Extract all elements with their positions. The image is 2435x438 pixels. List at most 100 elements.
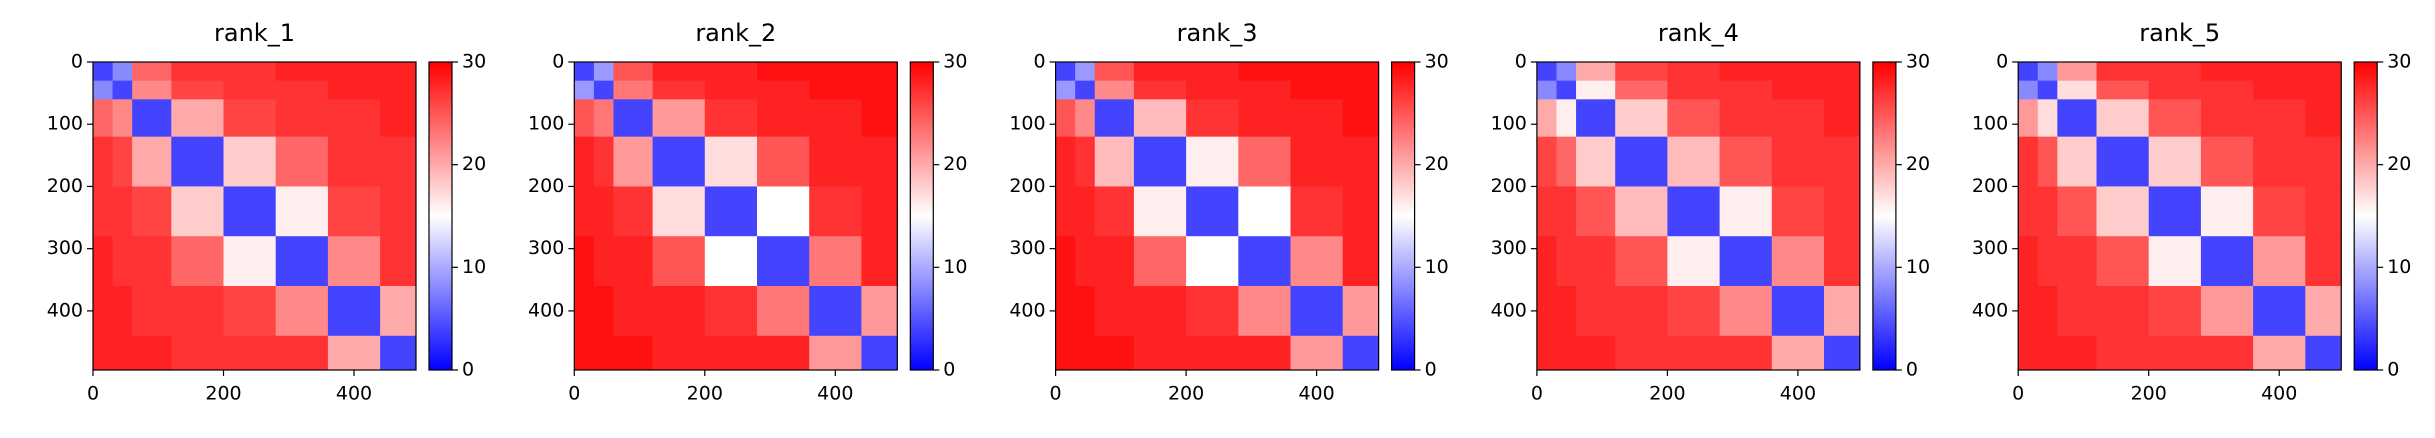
heatmap-cell bbox=[1055, 335, 1076, 371]
heatmap-cell bbox=[1771, 236, 1825, 287]
heatmap-cell bbox=[132, 335, 172, 371]
heatmap-cell bbox=[2018, 99, 2039, 138]
heatmap-cell bbox=[2057, 136, 2098, 187]
heatmap-cell bbox=[380, 62, 417, 82]
colorbar bbox=[1872, 61, 1897, 371]
heatmap-cell bbox=[757, 186, 810, 237]
heatmap-cell bbox=[2037, 236, 2058, 287]
heatmap-cell bbox=[1075, 80, 1096, 100]
heatmap-cell bbox=[2253, 80, 2306, 100]
y-tick-label: 400 bbox=[1972, 299, 2008, 321]
colorbar-tick-label: 20 bbox=[462, 153, 486, 175]
heatmap-cell bbox=[1186, 186, 1239, 237]
heatmap-cell bbox=[704, 335, 758, 371]
colorbar-tick-label: 20 bbox=[2387, 153, 2411, 175]
heatmap-cell bbox=[2148, 136, 2202, 187]
heatmap-cell bbox=[2200, 99, 2254, 138]
colorbar-tick-label: 10 bbox=[2387, 256, 2411, 278]
heatmap-cell bbox=[2096, 80, 2150, 100]
heatmap-cell bbox=[574, 62, 595, 82]
heatmap-cell bbox=[93, 99, 114, 138]
heatmap-cell bbox=[613, 186, 654, 237]
heatmap-cell bbox=[809, 62, 862, 82]
heatmap-cell bbox=[1615, 99, 1668, 138]
heatmap-cell bbox=[1075, 186, 1096, 237]
y-tick-label: 100 bbox=[1491, 113, 1527, 135]
heatmap-cell bbox=[93, 136, 114, 187]
heatmap-cell bbox=[1667, 186, 1721, 237]
heatmap-cell bbox=[2200, 136, 2254, 187]
heatmap-cell bbox=[574, 186, 595, 237]
heatmap-cell bbox=[223, 136, 277, 187]
heatmap-cell bbox=[2200, 335, 2254, 371]
heatmap-cell bbox=[1667, 62, 1721, 82]
heatmap-cell bbox=[1290, 286, 1344, 337]
heatmap-cell bbox=[1094, 286, 1135, 337]
heatmap-cell bbox=[1342, 80, 1380, 100]
heatmap-cell bbox=[1133, 335, 1187, 371]
colorbar bbox=[2353, 61, 2378, 371]
heatmap-cell bbox=[327, 186, 381, 237]
heatmap-cell bbox=[327, 99, 381, 138]
heatmap-cell bbox=[1238, 186, 1292, 237]
heatmap-cell bbox=[1615, 136, 1668, 187]
heatmap-cell bbox=[112, 186, 133, 237]
heatmap-cell bbox=[1615, 186, 1668, 237]
y-tick-label: 0 bbox=[1515, 51, 1527, 73]
y-tick-label: 200 bbox=[1972, 175, 2008, 197]
heatmap-cell bbox=[1186, 335, 1239, 371]
heatmap-cell bbox=[861, 186, 898, 237]
heatmap-cell bbox=[2305, 136, 2342, 187]
heatmap-cell bbox=[171, 136, 225, 187]
heatmap-cell bbox=[2148, 335, 2202, 371]
chart-title: rank_5 bbox=[2139, 19, 2220, 47]
heatmap-cell bbox=[380, 136, 417, 187]
colorbar bbox=[909, 61, 934, 371]
x-tick-label: 200 bbox=[687, 383, 723, 405]
heatmap-cell bbox=[2305, 62, 2342, 82]
heatmap-cell bbox=[574, 335, 595, 371]
heatmap-cell bbox=[112, 99, 133, 138]
heatmap-cell bbox=[2253, 136, 2306, 187]
heatmap-cell bbox=[1342, 286, 1380, 337]
y-tick-label: 100 bbox=[1009, 113, 1045, 135]
heatmap-cell bbox=[2018, 186, 2039, 237]
heatmap-cell bbox=[861, 236, 898, 287]
heatmap-cell bbox=[1771, 80, 1825, 100]
chart-title: rank_3 bbox=[1177, 19, 1258, 47]
heatmap-cell bbox=[132, 80, 172, 100]
heatmap-cell bbox=[1094, 136, 1135, 187]
heatmap-cell bbox=[1290, 99, 1344, 138]
heatmap-cell bbox=[132, 286, 172, 337]
heatmap-cell bbox=[2200, 62, 2254, 82]
heatmap-cell bbox=[652, 62, 706, 82]
heatmap-cell bbox=[2057, 80, 2098, 100]
heatmap-cell bbox=[327, 335, 381, 371]
heatmap-cell bbox=[2037, 286, 2058, 337]
heatmap-cell bbox=[112, 136, 133, 187]
plot-frame bbox=[1536, 61, 1861, 371]
heatmap-cell bbox=[1342, 62, 1380, 82]
heatmap-cell bbox=[2096, 335, 2150, 371]
plot-frame bbox=[2017, 61, 2342, 371]
heatmap-cell bbox=[171, 62, 225, 82]
heatmap-cell bbox=[1719, 236, 1773, 287]
heatmap-cell bbox=[861, 335, 898, 371]
heatmap-cell bbox=[275, 136, 329, 187]
x-tick-label: 200 bbox=[1168, 383, 1204, 405]
heatmap-cell bbox=[1094, 335, 1135, 371]
heatmap-cell bbox=[1615, 62, 1668, 82]
heatmap-cell bbox=[861, 80, 898, 100]
heatmap-cell bbox=[93, 286, 114, 337]
heatmap-cell bbox=[1576, 136, 1616, 187]
heatmap-cell bbox=[275, 186, 329, 237]
heatmap-cell bbox=[223, 186, 277, 237]
heatmap-cell bbox=[2018, 136, 2039, 187]
heatmap-cell bbox=[1055, 236, 1076, 287]
heatmap-cell bbox=[1094, 236, 1135, 287]
y-tick-label: 400 bbox=[1009, 299, 1045, 321]
heatmap-cell bbox=[112, 236, 133, 287]
heatmap-cell bbox=[1238, 62, 1292, 82]
